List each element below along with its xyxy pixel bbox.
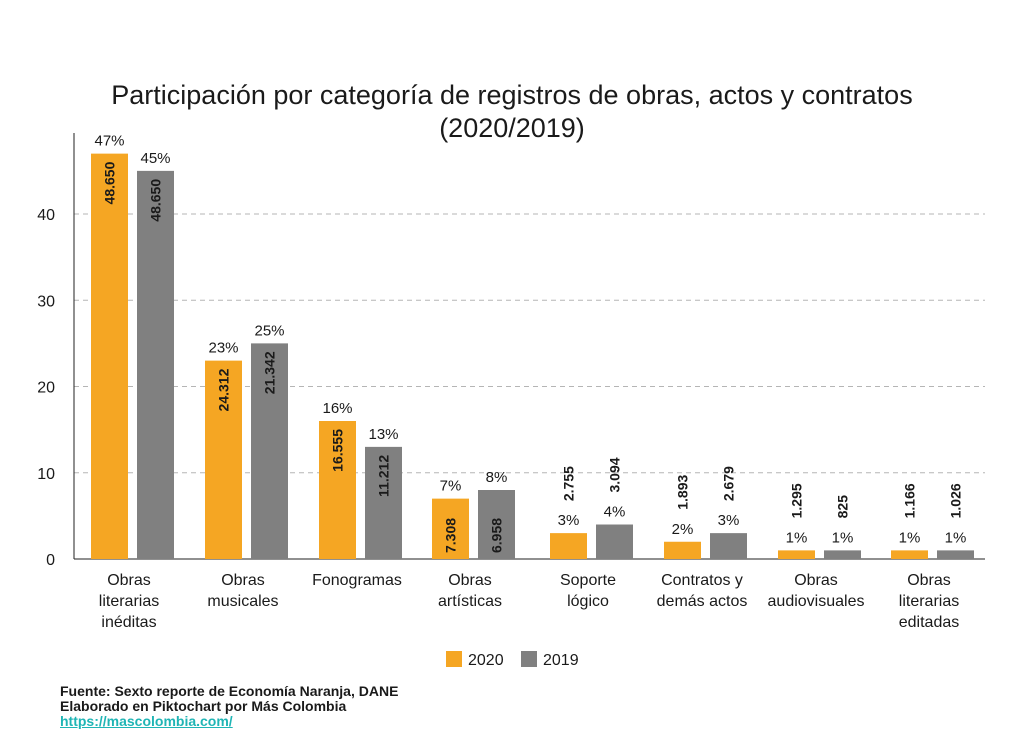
pct-label-2020: 47%: [94, 133, 124, 150]
x-category-label: demás actos: [657, 593, 748, 610]
x-category-label: Obras: [907, 572, 951, 589]
footer: Fuente: Sexto reporte de Economía Naranj…: [60, 684, 398, 729]
bar-2019: [937, 550, 974, 559]
bar-2020: [778, 550, 815, 559]
count-label-2019: 11.212: [376, 455, 392, 497]
pct-label-2020: 2%: [672, 521, 694, 538]
count-label-2019: 48.650: [148, 179, 164, 222]
count-label-2020: 7.308: [443, 518, 459, 553]
count-label-2020: 1.893: [675, 475, 691, 510]
count-label-2020: 1.166: [902, 483, 918, 518]
x-category-label: inéditas: [101, 614, 156, 631]
y-tick-label: 0: [46, 552, 55, 569]
bar-2020: [664, 541, 701, 559]
chart-subtitle: (2020/2019): [439, 113, 585, 143]
pct-label-2019: 13%: [368, 426, 398, 443]
credit-text: Elaborado en Piktochart por Más Colombia: [60, 698, 347, 714]
x-category-label: literarias: [99, 593, 159, 610]
y-tick-label: 10: [37, 466, 55, 483]
x-category-label: Obras: [221, 572, 265, 589]
x-category-label: literarias: [899, 593, 959, 610]
bar-2020: [550, 533, 587, 559]
y-tick-label: 20: [37, 380, 55, 397]
bar-2019: [365, 446, 402, 559]
pct-label-2019: 8%: [486, 469, 508, 486]
x-category-label: Fonogramas: [312, 572, 402, 589]
bar-2019: [137, 170, 174, 559]
pct-label-2019: 25%: [254, 322, 284, 339]
y-tick-label: 40: [37, 207, 55, 224]
pct-label-2019: 4%: [604, 504, 626, 521]
x-category-label: musicales: [207, 593, 278, 610]
bar-2020: [432, 498, 469, 559]
bar-2020: [319, 421, 356, 559]
bar-2020: [891, 550, 928, 559]
pct-label-2019: 1%: [945, 529, 967, 546]
count-label-2019: 3.094: [607, 457, 623, 492]
count-label-2019: 21.342: [262, 351, 278, 394]
legend-swatch-2020: [446, 651, 462, 667]
bar-2019: [824, 550, 861, 559]
pct-label-2020: 1%: [899, 529, 921, 546]
x-category-label: editadas: [899, 614, 960, 631]
x-category-label: audiovisuales: [768, 593, 865, 610]
x-category-label: Obras: [448, 572, 492, 589]
chart-title: Participación por categoría de registros…: [111, 80, 912, 110]
count-label-2020: 2.755: [561, 466, 577, 501]
count-label-2019: 2.679: [721, 466, 737, 501]
pct-label-2019: 1%: [832, 529, 854, 546]
pct-label-2019: 3%: [718, 512, 740, 529]
count-label-2020: 48.650: [102, 161, 118, 204]
bar-2020: [205, 360, 242, 559]
count-label-2019: 825: [835, 495, 851, 519]
bar-2019: [478, 490, 515, 559]
source-text: Fuente: Sexto reporte de Economía Naranj…: [60, 683, 399, 699]
pct-label-2020: 23%: [208, 340, 238, 357]
bar-chart: Participación por categoría de registros…: [37, 80, 985, 669]
x-category-label: Obras: [794, 572, 838, 589]
pct-label-2019: 45%: [140, 150, 170, 167]
count-label-2020: 16.555: [330, 429, 346, 472]
count-label-2019: 1.026: [948, 483, 964, 518]
count-label-2019: 6.958: [489, 518, 505, 553]
legend-swatch-2019: [521, 651, 537, 667]
x-category-label: artísticas: [438, 593, 502, 610]
count-label-2020: 24.312: [216, 368, 232, 411]
pct-label-2020: 16%: [322, 400, 352, 417]
pct-label-2020: 7%: [440, 478, 462, 495]
x-category-label: Obras: [107, 572, 151, 589]
y-tick-label: 30: [37, 293, 55, 310]
legend-label-2019: 2019: [543, 652, 579, 669]
bar-2019: [251, 343, 288, 559]
pct-label-2020: 1%: [786, 529, 808, 546]
bar-2019: [710, 533, 747, 559]
website-link[interactable]: https://mascolombia.com/: [60, 713, 233, 729]
bar-2020: [91, 153, 128, 559]
legend-label-2020: 2020: [468, 652, 504, 669]
bar-2019: [596, 524, 633, 559]
x-category-label: lógico: [567, 593, 609, 610]
x-category-label: Contratos y: [661, 572, 743, 589]
count-label-2020: 1.295: [789, 483, 805, 518]
pct-label-2020: 3%: [558, 512, 580, 529]
x-category-label: Soporte: [560, 572, 616, 589]
